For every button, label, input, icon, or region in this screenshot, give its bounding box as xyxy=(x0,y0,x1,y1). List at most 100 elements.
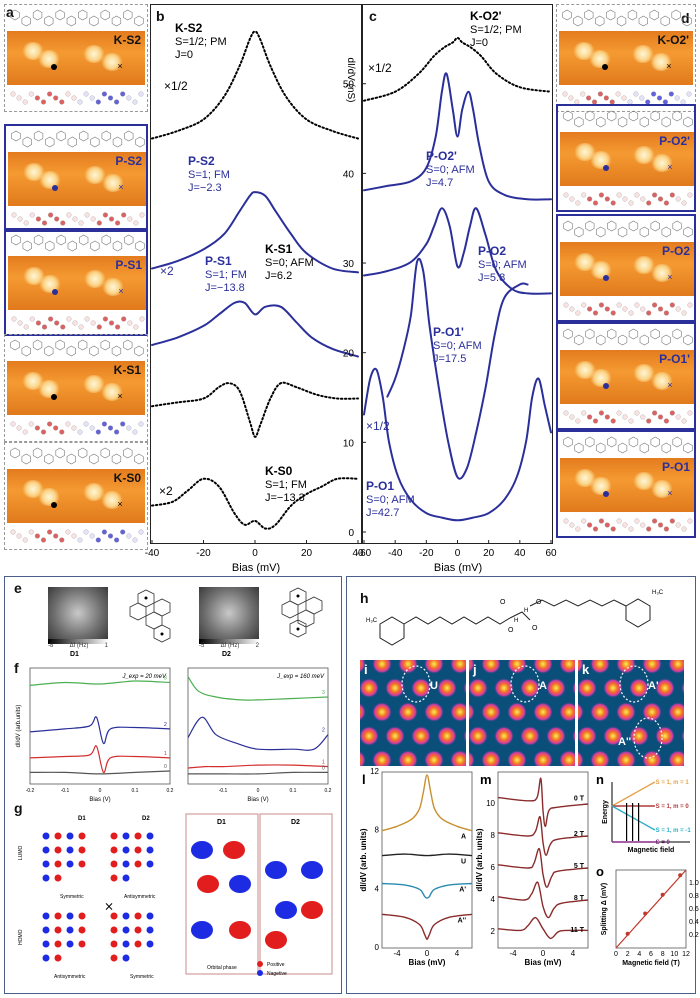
molecule-lattice xyxy=(469,660,575,766)
molecule-spot xyxy=(494,726,514,746)
orbital-lobe xyxy=(66,860,74,868)
molecule-spot xyxy=(572,680,575,696)
orbital-lobe xyxy=(54,926,62,934)
series-k-o2- xyxy=(363,36,552,102)
annotation-b: P-S2 xyxy=(188,154,215,168)
stm-bright-spot xyxy=(38,488,61,506)
tick-label: 0.2 xyxy=(167,788,174,794)
panel-letter: m xyxy=(480,772,492,787)
stm-bright-spot xyxy=(650,263,673,282)
molecule-spot xyxy=(681,728,684,744)
dashed-outline-2 xyxy=(633,717,663,759)
tick-label-b: 20 xyxy=(301,548,313,559)
stm-bright-spot xyxy=(82,482,105,501)
stm-image: × K-S1 xyxy=(7,361,145,415)
series-a- xyxy=(381,882,473,899)
orbital-lobe xyxy=(110,954,118,962)
orbital-lobe xyxy=(110,926,118,934)
series-label: 0 xyxy=(322,765,325,771)
spin-density-map xyxy=(563,518,693,532)
molecule-spot xyxy=(437,678,457,698)
molecule-spot xyxy=(520,678,540,698)
ylabel-o: Splitting Δ (mV) xyxy=(601,883,608,935)
series-p-o1 xyxy=(363,367,552,522)
xlabel-n: Magnetic field xyxy=(628,847,675,854)
scale-max: 1 xyxy=(104,643,108,649)
annotation-b: K-S1 xyxy=(265,242,293,256)
orbital-lobe xyxy=(42,912,50,920)
orbital-lobe xyxy=(122,832,130,840)
ylabel: dI/dV (arb. units) xyxy=(359,828,368,891)
tick-label-c: 20 xyxy=(483,548,495,559)
orbital-lobe xyxy=(54,846,62,854)
plot-frame xyxy=(187,667,329,785)
orbital-phase-lobe xyxy=(197,875,219,893)
scale-min: -8 xyxy=(48,643,54,649)
molecule-spot xyxy=(616,750,636,766)
orbital-lobe xyxy=(110,860,118,868)
tick-label-c: -60 xyxy=(357,548,372,559)
molecule-spot xyxy=(533,750,553,766)
ytick-label-c: 10 xyxy=(343,438,355,449)
molecule-spot xyxy=(559,702,575,722)
molecule-spot xyxy=(546,678,566,698)
g-phase-d1: D1 xyxy=(217,819,226,826)
panel-letter-f: f xyxy=(14,660,19,676)
ylabel-n: Energy xyxy=(602,800,609,824)
tile-label: P-O2' xyxy=(659,134,690,148)
annotation-b: ×2 xyxy=(160,264,174,278)
molecule-spot xyxy=(642,660,662,674)
panel-g-orbitals: D1 D2 LUMO HOMO Symmetric Antisymmetric … xyxy=(18,813,333,980)
stm-image: × K-S0 xyxy=(7,469,145,523)
stm-bright-spot xyxy=(590,151,613,169)
orbital-lobe xyxy=(110,940,118,948)
molecule-spot xyxy=(681,680,684,696)
stm-image: × K-S2 xyxy=(7,31,145,85)
stm-bright-spot xyxy=(21,41,44,60)
orbital-lobe xyxy=(122,860,130,868)
molecule-label: U xyxy=(430,680,438,692)
molecule-spot xyxy=(360,702,366,722)
series-k-s2 xyxy=(151,30,359,140)
molecule-spot xyxy=(603,726,623,746)
orbital-lobe xyxy=(122,954,130,962)
tick-label-b: 40 xyxy=(352,548,364,559)
molecule-spot xyxy=(372,750,392,766)
stm-bright-spot xyxy=(83,269,106,288)
orbital-phase-lobe xyxy=(191,841,213,859)
tick-label: 4 xyxy=(637,951,641,958)
data-point xyxy=(625,931,630,936)
panel-b-frame xyxy=(150,4,362,544)
stm-image: × P-S1 xyxy=(8,256,146,310)
tip-position-dot xyxy=(602,275,609,282)
series-label-l: A' xyxy=(459,886,466,893)
spin-density-map xyxy=(562,91,692,105)
g-phase-title: Orbital phase xyxy=(207,965,237,971)
ytick-label-o: 0.4 xyxy=(689,919,699,926)
annotation-c-sub: S=1/2; PM xyxy=(470,24,522,36)
molecule-spot xyxy=(629,726,649,746)
annotation-b-sub: S=1; FM xyxy=(205,269,247,281)
stm-bright-spot xyxy=(590,369,613,387)
annotation-b-sub: J=−13.8 xyxy=(205,282,245,294)
orbital-phase-lobe xyxy=(275,901,297,919)
molecule-spot xyxy=(520,726,540,746)
series-8-t xyxy=(497,881,589,919)
colorbar-d1-scale: -8 Δf (Hz) 1 xyxy=(48,643,108,649)
g-positive: Positive xyxy=(267,962,285,968)
series-3 xyxy=(187,676,329,701)
svg-text:H: H xyxy=(514,618,518,624)
orbital-lobe xyxy=(78,832,86,840)
tick-label: 0.1 xyxy=(290,788,297,794)
g-times: ⨯ xyxy=(104,899,114,913)
stm-bright-spot xyxy=(590,477,613,495)
tick-label-c: -40 xyxy=(388,548,403,559)
molecule-spot xyxy=(481,750,501,766)
annotation-b-sub: S=1; FM xyxy=(188,169,230,181)
g-negative: Nagetive xyxy=(267,971,287,977)
series-p-s1 xyxy=(151,300,359,358)
tick-label: 4 xyxy=(571,949,576,958)
label-d2: D2 xyxy=(222,651,231,658)
orbital-phase-lobe xyxy=(229,921,251,939)
stm-bright-spot xyxy=(82,374,105,393)
